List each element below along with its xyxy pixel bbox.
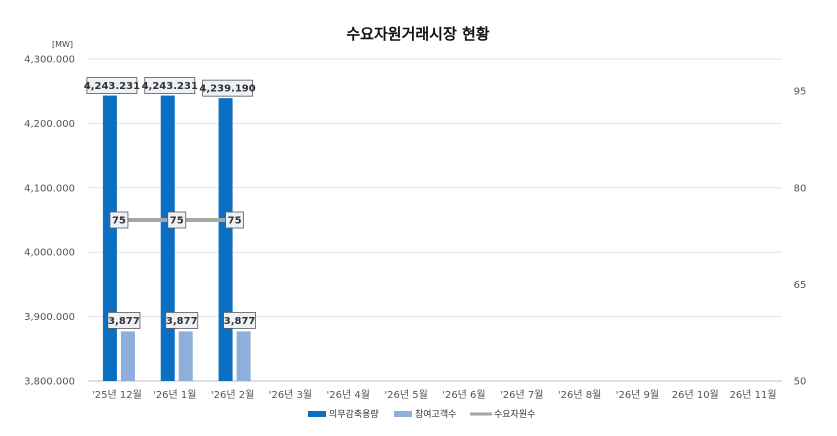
label-demand-resources: 75 [167, 211, 187, 229]
label-demand-resources-box [109, 211, 129, 229]
legend-label: 의무감축용량 [329, 408, 379, 420]
label-customers: 3,877 [165, 312, 199, 329]
y2-axis-ticks: 50 65 80 95 [794, 87, 807, 388]
label-obligation-text: 4,243.231 [84, 81, 140, 92]
chart-title: 수요자원거래시장 현황 [346, 25, 489, 43]
x-tick-label: '26년 7월 [500, 389, 543, 401]
y2-tick-label: 80 [794, 183, 807, 194]
y-axis-unit: [MW] [52, 40, 73, 49]
label-customers: 3,877 [223, 312, 256, 329]
label-obligation: 4,243.231 [142, 77, 198, 94]
y-tick-label: 3,800.000 [24, 377, 75, 388]
bar-customers [120, 331, 135, 381]
bar-obligation [218, 98, 233, 382]
x-tick-label: '26년 8월 [558, 389, 601, 401]
label-obligation: 4,243.231 [84, 77, 140, 94]
label-demand-resources-text: 75 [112, 216, 126, 227]
x-tick-label: '26년 3월 [269, 389, 312, 401]
label-customers-text: 3,877 [166, 316, 198, 327]
x-tick-label: '25년 12월 [92, 389, 142, 401]
legend-label: 참여고객수 [415, 408, 456, 420]
bars [102, 95, 251, 382]
legend-label: 수요자원수 [494, 409, 535, 420]
y-tick-label: 4,300.000 [24, 55, 75, 66]
label-obligation-box [202, 79, 253, 97]
label-demand-resources-text: 75 [228, 216, 242, 227]
label-obligation-box [86, 77, 138, 94]
label-obligation-text: 4,239.190 [199, 84, 255, 95]
label-customers-box [165, 312, 199, 329]
y-tick-label: 4,100.000 [24, 183, 75, 194]
label-customers-box [107, 312, 141, 329]
label-obligation: 4,239.190 [199, 79, 256, 97]
legend-swatch [394, 411, 412, 417]
label-customers-text: 3,877 [224, 316, 256, 327]
label-customers-text: 3,877 [108, 316, 140, 327]
y-tick-label: 4,000.000 [24, 248, 75, 259]
x-tick-label: '26년 6월 [442, 389, 485, 401]
bar-obligation [160, 95, 175, 381]
label-obligation-text: 4,243.231 [142, 81, 198, 92]
label-demand-resources-text: 75 [170, 216, 184, 227]
label-demand-resources-box [167, 211, 187, 229]
bar-obligation [102, 95, 117, 381]
legend-item: 수요자원수 [470, 409, 535, 420]
label-customers: 3,877 [107, 312, 141, 329]
y-tick-label: 4,200.000 [24, 119, 75, 130]
x-tick-label: '26년 1월 [153, 389, 196, 401]
label-demand-resources: 75 [225, 211, 244, 229]
legend-swatch [308, 411, 326, 417]
legend-item: 의무감축용량 [308, 408, 379, 420]
label-customers-box [223, 312, 256, 329]
grid-lines [88, 58, 782, 382]
y-tick-label: 3,900.000 [24, 312, 75, 323]
x-tick-label: 26년 10월 [672, 389, 719, 401]
x-tick-label: 26년 11월 [730, 389, 777, 401]
legend: 의무감축용량 참여고객수 수요자원수 [308, 408, 535, 420]
y2-tick-label: 50 [794, 377, 807, 388]
x-tick-label: '26년 4월 [327, 389, 370, 401]
label-obligation-box [144, 77, 196, 94]
y2-tick-label: 95 [794, 87, 807, 98]
x-tick-label: '26년 5월 [384, 389, 427, 401]
label-demand-resources: 75 [109, 211, 129, 229]
bar-customers [236, 331, 251, 381]
legend-item: 참여고객수 [394, 408, 456, 420]
x-axis-ticks: '25년 12월 '26년 1월 '26년 2월 '26년 3월 '26년 4월 '26년… [92, 389, 777, 401]
label-demand-resources-box [225, 211, 244, 229]
bar-customers [178, 331, 193, 381]
x-tick-label: '26년 9월 [616, 389, 659, 401]
y-axis-ticks: 3,800.000 3,900.000 4,000.000 4,100.000 4,20… [24, 55, 75, 388]
y2-tick-label: 65 [794, 280, 807, 291]
x-tick-label: '26년 2월 [211, 389, 254, 401]
